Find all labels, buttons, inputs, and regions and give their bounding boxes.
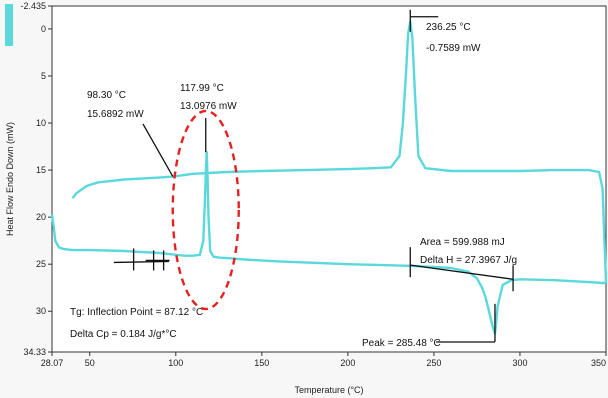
annotation-point2-temp: 117.99 °C xyxy=(180,83,224,94)
y-axis-label: Heat Flow Endo Down (mW) xyxy=(5,122,15,236)
x-tick-label: 350 xyxy=(591,358,606,368)
peak-highlight-ellipse xyxy=(171,109,240,311)
annotation-point1-temp: 98.30 °C xyxy=(87,90,126,101)
x-tick-label: 50 xyxy=(85,358,95,368)
y-tick-label: 15 xyxy=(36,165,46,175)
y-tick-label: 34.33 xyxy=(23,347,46,357)
annotation-point2-value: 13.0976 mW xyxy=(180,101,237,112)
x-tick-label: 100 xyxy=(168,358,183,368)
y-tick-label: 30 xyxy=(36,306,46,316)
y-tick-label: -2.435 xyxy=(20,1,46,11)
y-tick-label: 0 xyxy=(41,24,46,34)
annotation-peak-temp: 236.25 °C xyxy=(426,22,471,33)
y-tick-label: 10 xyxy=(36,118,46,128)
x-tick-label: 200 xyxy=(340,358,355,368)
annotation-tg: Tg: Inflection Point = 87.12 °C xyxy=(70,307,203,318)
series-color-swatch xyxy=(5,4,13,46)
x-tick-label: 150 xyxy=(254,358,269,368)
x-tick-label: 250 xyxy=(426,358,441,368)
tg-baseline-segment xyxy=(113,260,169,264)
annotation-area: Area = 599.988 mJ xyxy=(420,237,505,248)
x-axis-label: Temperature (°C) xyxy=(294,385,363,395)
annotation-endo-peak: Peak = 285.48 °C xyxy=(362,338,441,349)
annotation-delta-h: Delta H = 27.3967 J/g xyxy=(420,255,517,266)
y-tick-label: 5 xyxy=(41,71,46,81)
point1-leader xyxy=(142,123,174,177)
x-tick-label: 28.07 xyxy=(41,358,64,368)
annotation-point1-value: 15.6892 mW xyxy=(87,109,144,120)
series-line-2 xyxy=(71,20,608,284)
annotation-delta-cp: Delta Cp = 0.184 J/g*°C xyxy=(70,329,177,340)
integration-baseline xyxy=(410,264,514,280)
y-tick-label: 25 xyxy=(36,259,46,269)
annotation-layer: 236.25 °C -0.7589 mW 98.30 °C 15.6892 mW 117… xyxy=(70,9,517,349)
x-tick-label: 300 xyxy=(512,358,527,368)
y-tick-label: 20 xyxy=(36,212,46,222)
annotation-peak-value: -0.7589 mW xyxy=(426,43,481,54)
